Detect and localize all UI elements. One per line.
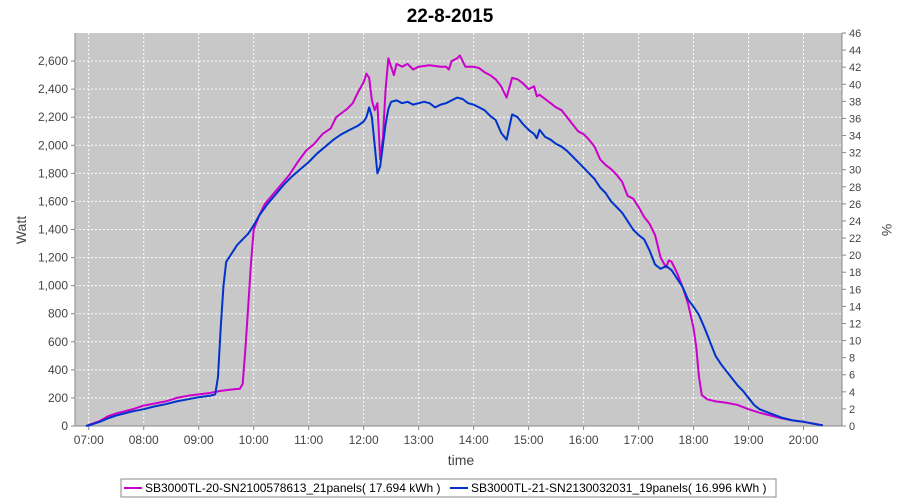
x-tick-label: 08:00 — [129, 433, 159, 447]
y-tick-label: 400 — [48, 363, 68, 377]
x-tick-label: 11:00 — [294, 433, 323, 447]
y2-tick-label: 16 — [849, 284, 861, 296]
x-tick-label: 10:00 — [239, 433, 269, 447]
y-tick-label: 1,000 — [38, 279, 68, 293]
legend: SB3000TL-20-SN2100578613_21panels( 17.69… — [120, 478, 777, 498]
y-tick-label: 600 — [48, 335, 68, 349]
y-tick-label: 2,400 — [38, 82, 68, 96]
x-tick-label: 07:00 — [74, 433, 104, 447]
x-tick-label: 16:00 — [569, 433, 599, 447]
series-line-1 — [85, 54, 823, 427]
y2-tick-label: 6 — [849, 370, 855, 382]
y2-tick-label: 32 — [849, 148, 861, 160]
y2-tick-label: 34 — [849, 131, 861, 143]
y-tick-label: 1,800 — [38, 166, 68, 180]
y2-tick-label: 2 — [849, 404, 855, 416]
y-tick-label: 2,200 — [38, 110, 68, 124]
y2-tick-label: 12 — [849, 318, 861, 330]
legend-box — [120, 478, 777, 498]
chart-title: 22-8-2015 — [407, 6, 494, 27]
x-tick-label: 17:00 — [624, 433, 654, 447]
y2-tick-label: 46 — [849, 28, 861, 40]
y2-tick-label: 18 — [849, 267, 861, 279]
x-tick-label: 19:00 — [734, 433, 764, 447]
y2-tick-label: 38 — [849, 96, 861, 108]
y2-tick-label: 44 — [849, 45, 861, 57]
y-tick-label: 1,200 — [38, 251, 68, 265]
y2-tick-label: 8 — [849, 353, 855, 365]
series-layer — [85, 54, 823, 427]
y2-tick-label: 0 — [849, 421, 855, 433]
y2-tick-label: 4 — [849, 387, 855, 399]
x-axis-ticks: 07:00 08:00 09:00 10:00 11:00 12:00 13:00 14:00… — [74, 425, 842, 447]
y-tick-label: 800 — [48, 307, 68, 321]
y-tick-label: 2,600 — [38, 54, 68, 68]
y2-tick-label: 28 — [849, 182, 861, 194]
x-tick-label: 14:00 — [459, 433, 489, 447]
legend-label-series-2: SB3000TL-21-SN2130032031_19panels( 16.99… — [471, 481, 767, 495]
y2-tick-label: 14 — [849, 301, 861, 313]
x-tick-label: 20:00 — [788, 433, 818, 447]
y-tick-label: 1,600 — [38, 194, 68, 208]
y-tick-label: 200 — [48, 391, 68, 405]
y2-tick-label: 22 — [849, 233, 861, 245]
series-line-2 — [85, 96, 823, 427]
y2-tick-label: 10 — [849, 336, 861, 348]
y2-tick-label: 24 — [849, 216, 861, 228]
x-tick-label: 15:00 — [514, 433, 544, 447]
y2-tick-label: 20 — [849, 250, 861, 262]
legend-label-series-1: SB3000TL-20-SN2100578613_21panels( 17.69… — [145, 481, 441, 495]
y2-tick-label: 42 — [849, 62, 861, 74]
x-tick-label: 12:00 — [349, 433, 379, 447]
y-axis-ticks: 0 200 400 600 800 1,000 1,200 1,400 1,600 1,800 2,… — [38, 33, 76, 433]
y-tick-label: 2,000 — [38, 138, 68, 152]
y-tick-label: 1,400 — [38, 223, 68, 237]
y2-tick-label: 40 — [849, 79, 861, 91]
y2-tick-label: 36 — [849, 113, 861, 125]
x-tick-label: 18:00 — [679, 433, 709, 447]
y2-axis-ticks: 0246810121416182022242628303234363840424… — [841, 28, 861, 433]
plot-area — [75, 33, 842, 426]
x-axis-title: time — [448, 452, 475, 468]
x-tick-label: 09:00 — [184, 433, 214, 447]
y2-axis-title: % — [879, 224, 895, 236]
y2-tick-label: 30 — [849, 165, 861, 177]
y-axis-title: Watt — [13, 216, 29, 244]
y-tick-label: 0 — [61, 419, 68, 433]
x-tick-label: 13:00 — [404, 433, 434, 447]
y2-tick-label: 26 — [849, 199, 861, 211]
grid-lines — [75, 33, 842, 427]
